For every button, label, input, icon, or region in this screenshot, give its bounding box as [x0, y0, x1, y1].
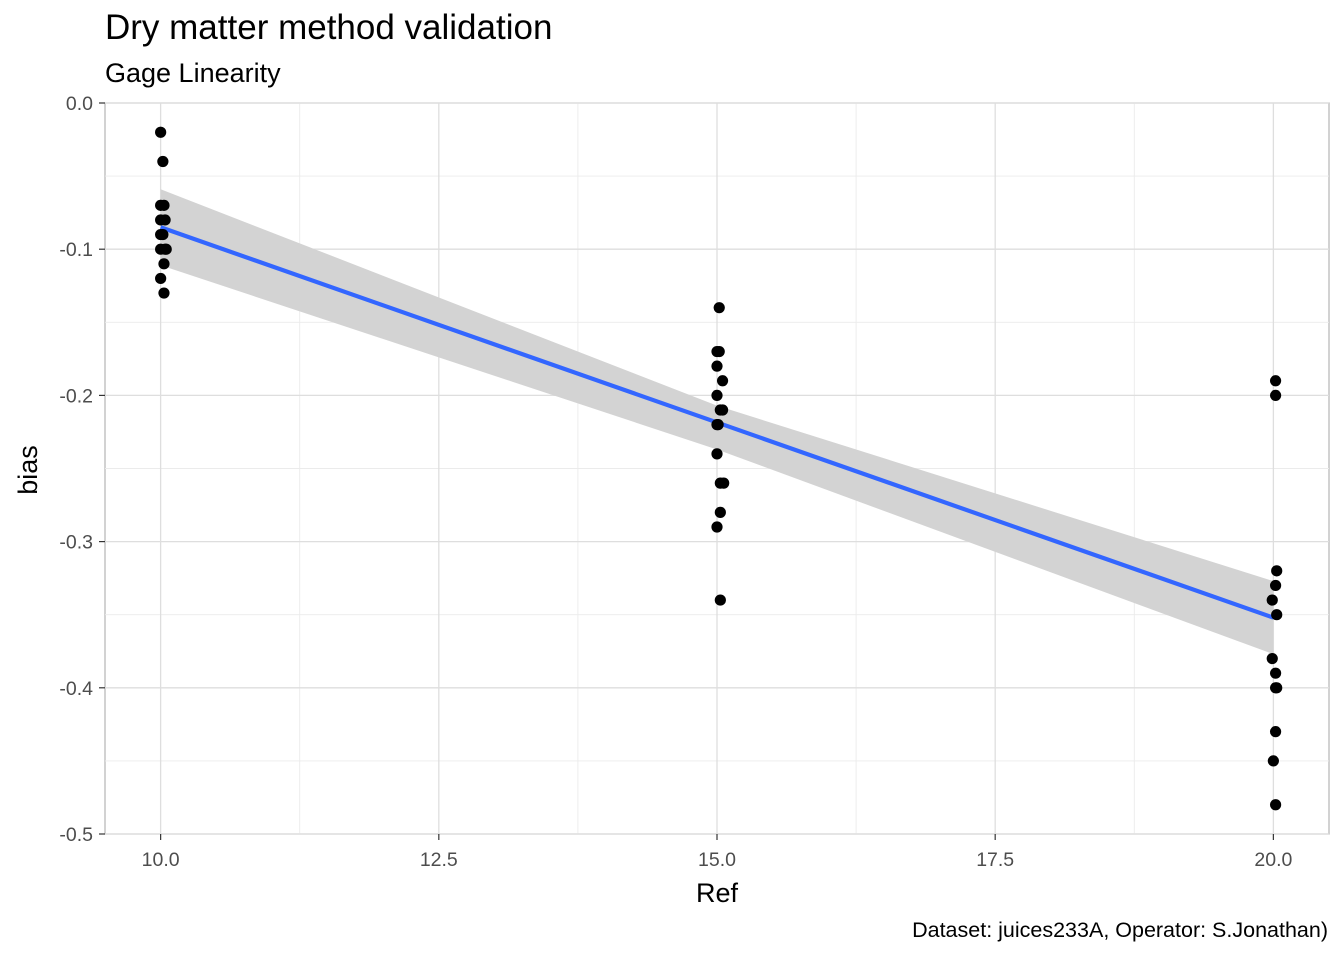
x-axis-label: Ref: [696, 878, 739, 908]
data-point: [155, 272, 167, 285]
data-point: [1267, 755, 1279, 767]
data-points: [155, 126, 1283, 811]
x-tick-label: 15.0: [698, 849, 736, 871]
x-tick-label: 20.0: [1254, 849, 1292, 871]
data-point: [718, 477, 730, 489]
data-point: [1266, 594, 1278, 606]
data-point: [158, 258, 170, 270]
data-point: [1269, 682, 1282, 694]
data-point: [1269, 667, 1282, 679]
data-point: [713, 302, 725, 314]
data-point: [1266, 652, 1278, 665]
data-point: [157, 228, 169, 241]
data-point: [159, 243, 171, 255]
data-point: [711, 448, 723, 460]
data-point: [716, 404, 729, 416]
data-point: [1269, 375, 1282, 387]
data-point: [1269, 799, 1282, 811]
data-point: [711, 360, 723, 372]
data-point: [158, 287, 170, 299]
chart-subtitle: Gage Linearity: [105, 58, 281, 88]
y-axis-ticks: 0.0 -0.1 -0.2 -0.3 -0.4 -0.5: [59, 93, 105, 846]
y-axis-label: bias: [13, 445, 43, 495]
x-tick-label: 10.0: [142, 849, 180, 871]
data-point: [1271, 609, 1283, 621]
y-tick-label: -0.1: [59, 239, 93, 261]
data-point: [714, 594, 726, 606]
data-point: [155, 126, 167, 138]
grid-lines: [105, 102, 1329, 835]
data-point: [711, 521, 723, 533]
x-tick-label: 12.5: [420, 849, 458, 871]
data-point: [716, 375, 729, 387]
data-point: [159, 214, 171, 226]
data-point: [714, 506, 726, 518]
data-point: [1269, 579, 1282, 592]
data-point: [157, 155, 169, 168]
y-tick-label: -0.4: [59, 678, 93, 700]
data-point: [1271, 565, 1283, 577]
data-point: [711, 389, 723, 401]
data-point: [712, 419, 724, 431]
data-point: [1269, 389, 1282, 401]
y-tick-label: 0.0: [66, 93, 93, 115]
x-tick-label: 17.5: [976, 849, 1014, 871]
chart-caption: Dataset: juices233A, Operator: S.Jonatha…: [912, 918, 1328, 942]
x-axis-ticks: 10.0 12.5 15.0 17.5 20.0: [142, 834, 1292, 871]
y-tick-label: -0.3: [59, 532, 93, 554]
y-tick-label: -0.5: [59, 824, 93, 846]
data-point: [713, 345, 725, 358]
data-point: [158, 199, 170, 211]
y-tick-label: -0.2: [59, 385, 93, 407]
chart-title: Dry matter method validation: [105, 8, 553, 47]
data-point: [1269, 726, 1282, 738]
